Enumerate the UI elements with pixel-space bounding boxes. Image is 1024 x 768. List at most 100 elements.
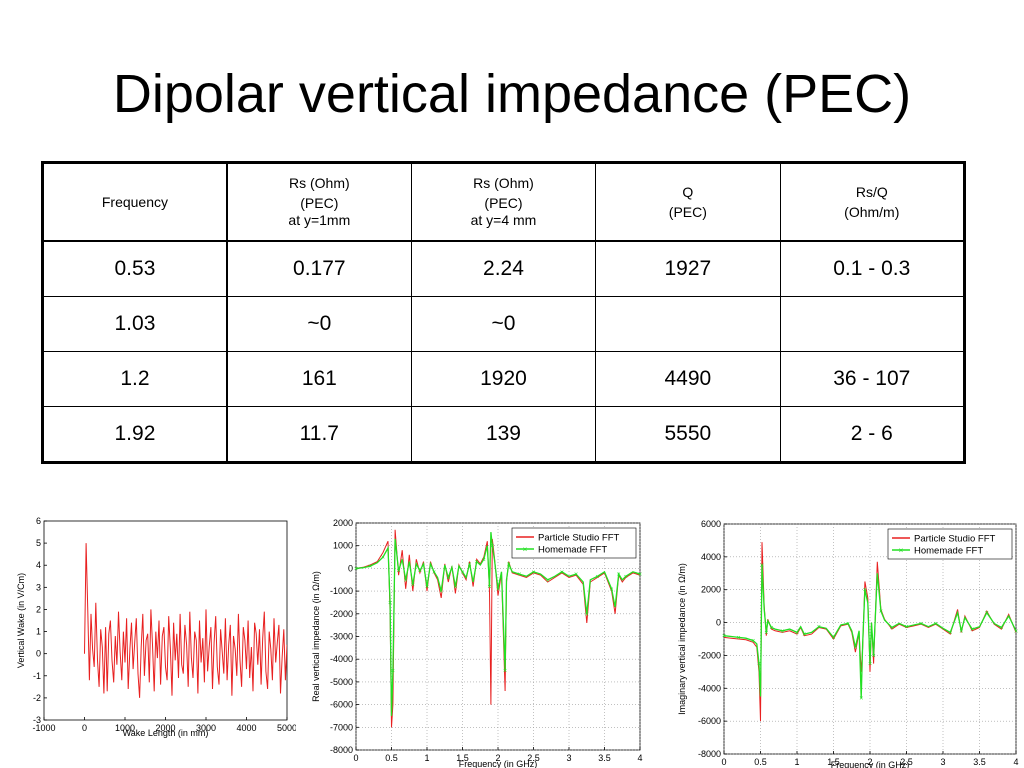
series-marker: × [780,628,784,635]
series-marker: × [846,621,850,628]
y-axis-label: Vertical Wake (in V/Cm) [16,573,26,668]
y-tick-label: -3 [33,715,41,725]
x-tick-label: 3000 [196,723,216,733]
cell-q: 5550 [595,406,781,463]
series-marker: × [468,561,472,568]
table-row: 1.2 161 1920 4490 36 - 107 [41,351,966,407]
table-header-row: Frequency Rs (Ohm) (PEC) at y=1mm Rs (Oh… [41,162,966,242]
series-marker: × [595,574,599,581]
y-tick-label: -8000 [698,749,721,759]
x-tick-label: 4 [1013,757,1018,767]
slide-title: Dipolar vertical impedance (PEC) [112,64,912,124]
x-tick-label: 2000 [155,723,175,733]
y-tick-label: 4000 [701,552,721,562]
x-tick-label: 4000 [236,723,256,733]
y-tick-label: -5000 [330,677,353,687]
x-tick-label: 5000 [277,723,296,733]
cell-rs-y4mm: 1920 [410,351,597,407]
series-marker: × [919,621,923,628]
y-tick-label: 4 [36,560,41,570]
x-axis-label: Wake Length (in mm) [123,728,209,738]
series-line-homemade-fft [356,532,640,716]
legend: Particle Studio FFT × Homemade FFT [887,528,1013,560]
y-tick-label: 3 [36,582,41,592]
y-axis-label: Real vertical impedance (in Ω/m) [311,571,321,702]
header-rs-y1mm: Rs (Ohm) (PEC) at y=1mm [226,162,412,242]
table-row: 1.03 ~0 ~0 [41,296,966,352]
series-line-homemade-fft [724,565,1016,699]
y-tick-label: 1000 [333,541,353,551]
cell-rs-y1mm: 0.177 [226,240,412,297]
y-tick-label: -2000 [330,609,353,619]
y-tick-label: -8000 [330,745,353,755]
cell-rs-y4mm: 2.24 [410,240,597,297]
x-tick-label: 3 [566,753,571,763]
cell-q [595,296,781,352]
real-impedance-chart: 0 0.5 1 1.5 2 2.5 3 3.5 4 -8000 -7000 -6000 -5000 -40… [311,518,643,768]
series-marker: × [411,582,415,589]
y-tick-label: -1000 [330,586,353,596]
x-tick-label: 3.5 [598,753,611,763]
series-marker: × [487,584,491,591]
series-marker: × [368,564,372,571]
series-marker: × [722,633,726,640]
x-tick-label: 2.5 [900,757,913,767]
x-tick-label: 1000 [115,723,135,733]
series-marker: × [890,625,894,632]
series-marker: × [507,561,511,568]
impedance-table: Frequency Rs (Ohm) (PEC) at y=1mm Rs (Oh… [41,161,966,464]
series-line-0 [84,543,287,698]
x-tick-label: 4 [637,753,642,763]
series-marker: × [418,568,422,575]
cell-rs-y1mm: 11.7 [226,406,412,463]
y-tick-label: 2000 [701,585,721,595]
x-tick-label: 1.5 [827,757,840,767]
cell-rs-y4mm: 139 [410,406,597,463]
cell-rs-y4mm: ~0 [410,296,597,352]
series-marker: × [959,628,963,635]
series-marker: × [425,584,429,591]
series-marker: × [817,624,821,631]
legend-marker: × [899,546,904,555]
cell-rs-y1mm: ~0 [226,296,412,352]
series-marker: × [446,575,450,582]
y-tick-label: 6000 [701,519,721,529]
x-axis-label: Frequency (in GHz) [459,759,538,768]
series-marker: × [560,569,564,576]
series-marker: × [496,586,500,593]
table-row: 1.92 11.7 139 5550 2 - 6 [41,406,966,463]
y-tick-label: -4000 [330,654,353,664]
header-rs-y4mm: Rs (Ohm) (PEC) at y=4 mm [410,162,597,242]
y-tick-label: 5 [36,538,41,548]
series-marker: × [610,586,614,593]
y-tick-label: -1 [33,671,41,681]
series-marker: × [490,543,494,550]
cell-rs-over-q: 2 - 6 [779,406,966,463]
y-axis-label: Imaginary vertical impedance (in Ω/m) [677,563,687,715]
header-frequency: Frequency [41,162,228,242]
cell-rs-y1mm: 161 [226,351,412,407]
series-marker: × [475,559,479,566]
y-tick-label: 0 [716,618,721,628]
cell-q: 4490 [595,351,781,407]
x-tick-label: 0.5 [385,753,398,763]
x-tick-label: 2.5 [527,753,540,763]
plot-area [43,520,288,721]
series-marker: × [853,645,857,652]
y-tick-label: 1 [36,627,41,637]
series-marker: × [585,611,589,618]
y-tick-label: 0 [36,649,41,659]
series-marker: × [1014,628,1018,635]
series-marker: × [354,566,358,573]
series-marker: × [764,630,768,637]
y-tick-label: 2 [36,604,41,614]
cell-frequency: 1.2 [41,351,228,407]
series-marker: × [617,572,621,579]
table-row: 0.53 0.177 2.24 1927 0.1 - 0.3 [41,240,966,297]
y-tick-label: 2000 [333,518,353,528]
y-tick-label: 0 [348,563,353,573]
series-marker: × [760,563,764,570]
series-marker: × [985,610,989,617]
cell-frequency: 1.92 [41,406,228,463]
x-tick-label: 0 [82,723,87,733]
